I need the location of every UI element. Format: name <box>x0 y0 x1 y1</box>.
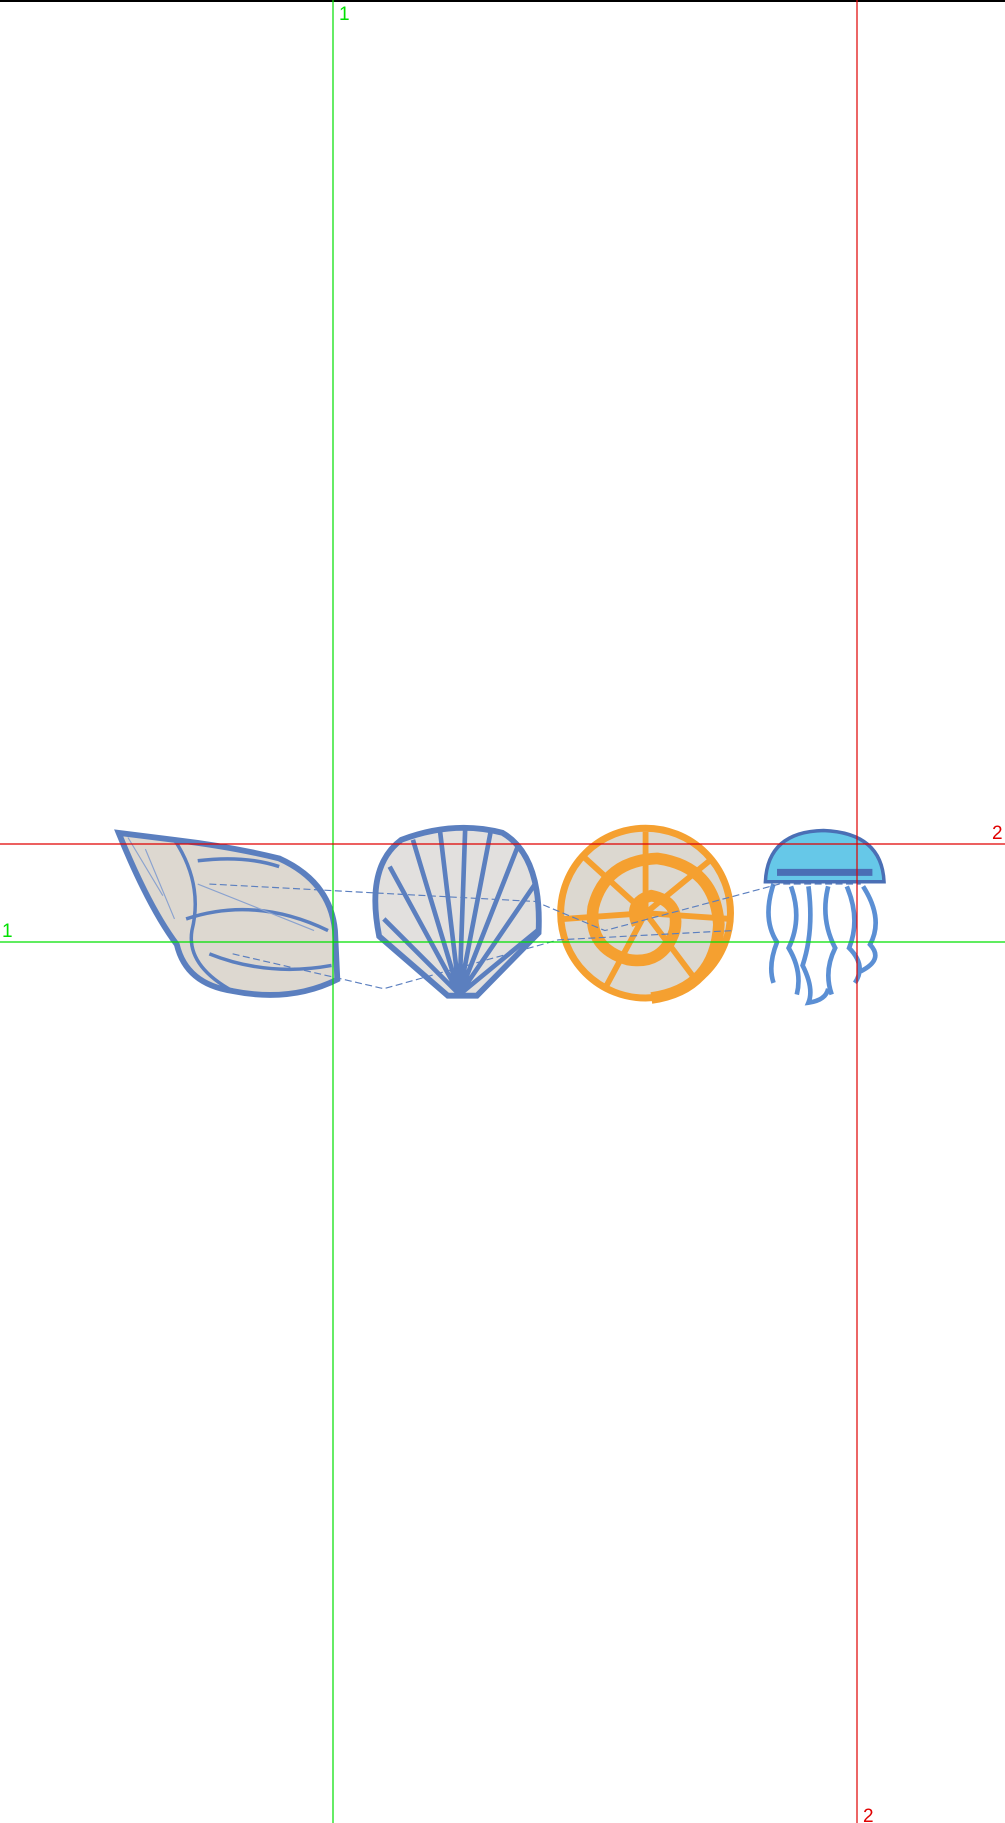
guide-label: 1 <box>339 4 350 25</box>
whelk-shell <box>114 829 341 998</box>
nautilus-shell <box>557 824 734 1004</box>
jump-stitches <box>209 883 861 990</box>
design <box>114 824 886 1006</box>
guide-label: 2 <box>863 1806 874 1823</box>
scallop-shell <box>372 824 542 999</box>
guide-label: 1 <box>2 921 13 942</box>
guide-label: 2 <box>992 823 1003 844</box>
